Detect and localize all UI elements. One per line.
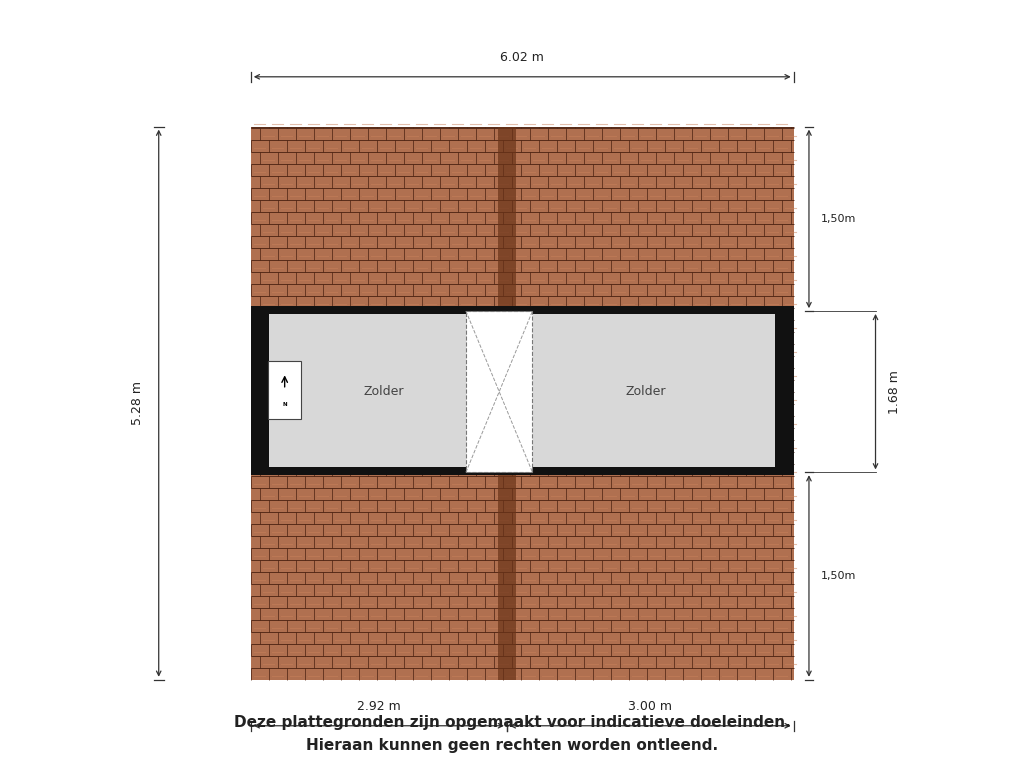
Text: Deze plattegronden zijn opgemaakt voor indicatieve doeleinden.: Deze plattegronden zijn opgemaakt voor i… [233,715,791,730]
Bar [498,308,516,475]
Bar [251,311,269,472]
Text: 3.00 m: 3.00 m [629,700,672,713]
Bar [251,467,794,475]
Bar [775,311,794,472]
Text: 1.68 m: 1.68 m [888,369,900,414]
Text: 1,50m: 1,50m [821,214,856,224]
Text: 2.92 m: 2.92 m [357,700,400,713]
Text: 5.28 m: 5.28 m [131,381,143,425]
Bar [498,127,516,680]
Bar [251,306,794,314]
Bar [251,127,794,680]
Text: Zolder: Zolder [626,386,666,398]
Bar [268,361,301,419]
Bar [516,311,775,472]
Bar [466,311,532,472]
Text: N: N [283,402,287,407]
Text: 6.02 m: 6.02 m [501,51,544,64]
Text: Hieraan kunnen geen rechten worden ontleend.: Hieraan kunnen geen rechten worden ontle… [306,738,718,753]
Bar [269,311,498,472]
Text: Zolder: Zolder [364,386,403,398]
Text: 1,50m: 1,50m [821,571,856,581]
